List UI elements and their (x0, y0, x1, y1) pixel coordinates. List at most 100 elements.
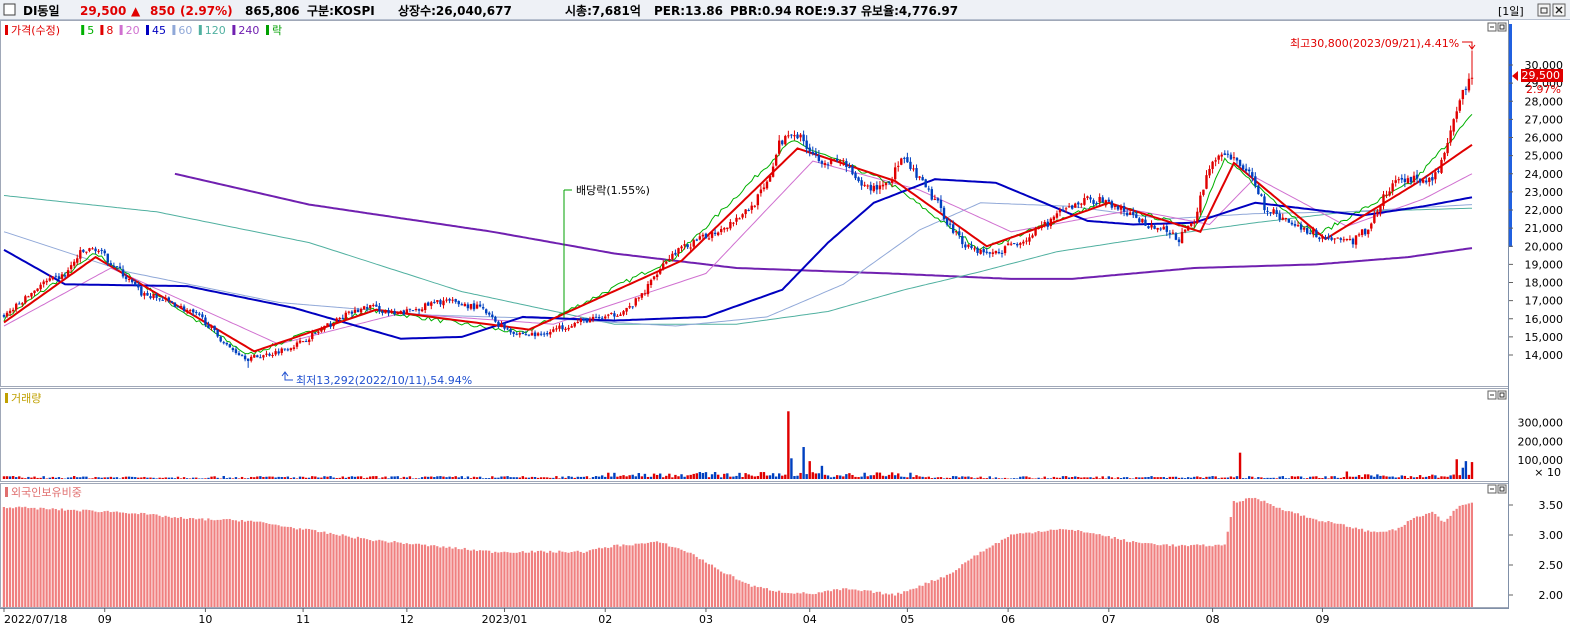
volume-bar (942, 478, 946, 479)
candle-body (445, 299, 448, 301)
foreign-bar (594, 548, 598, 607)
foreign-bar (713, 567, 717, 607)
price-tick-label: 24,000 (1525, 168, 1564, 181)
candle-body (738, 218, 741, 220)
volume-bar (875, 472, 879, 479)
foreign-bar (677, 548, 680, 607)
volume-bar (573, 477, 576, 479)
volume-bar (628, 475, 631, 479)
volume-bar (738, 472, 741, 479)
volume-bar (430, 476, 433, 479)
foreign-bar (1284, 511, 1287, 607)
period-button[interactable]: [1일] (1498, 4, 1524, 18)
volume-bar (97, 477, 100, 479)
scrollbar[interactable] (1509, 24, 1512, 247)
candle-body (1061, 209, 1065, 211)
volume-bar (1278, 476, 1281, 479)
dividend-marker: 배당락(1.55%) (563, 184, 650, 318)
x-tick-label: 09 (98, 613, 112, 626)
candle-body (884, 182, 888, 186)
volume-bar (356, 476, 360, 479)
candle-body (454, 299, 457, 302)
foreign-bar (143, 513, 146, 607)
volume-bar (521, 476, 525, 479)
price-tick-label: 17,000 (1525, 295, 1564, 308)
foreign-bar (1107, 535, 1110, 607)
restore-icon[interactable] (1497, 390, 1507, 400)
foreign-bar (130, 513, 134, 607)
candle-body (619, 314, 622, 316)
volume-bar (1269, 477, 1272, 479)
volume-bar (878, 472, 882, 479)
foreign-bar (240, 519, 244, 607)
candle-body (668, 259, 671, 261)
volume-bar (790, 458, 793, 479)
foreign-bar (1162, 544, 1165, 607)
foreign-bar (1156, 545, 1159, 607)
volume-bar (1333, 476, 1336, 479)
restore-icon[interactable] (1537, 3, 1551, 17)
volume-bar (1202, 477, 1205, 479)
foreign-bar (1382, 531, 1385, 607)
price-tick-label: 18,000 (1525, 277, 1564, 290)
candle-body (878, 185, 882, 190)
foreign-bar (997, 543, 1000, 607)
volume-bar (463, 478, 467, 479)
candle-body (1394, 180, 1397, 183)
volume-bar (805, 474, 808, 479)
volume-bar (146, 477, 149, 479)
volume-bar (1174, 476, 1178, 479)
candle-body (359, 308, 363, 313)
volume-bar (701, 473, 705, 479)
candle-body (1092, 200, 1095, 204)
x-tick-label: 04 (803, 613, 817, 626)
volume-bar (967, 476, 970, 479)
foreign-legend-label: 외국인보유비중 (11, 486, 82, 499)
restore-icon[interactable] (1497, 484, 1507, 494)
foreign-bar (1406, 521, 1409, 607)
foreign-bar (1043, 531, 1046, 607)
volume-bar (631, 474, 634, 479)
dividend-label: 배당락(1.55%) (576, 184, 650, 197)
volume-bar (720, 477, 723, 479)
candle-body (2, 315, 6, 317)
foreign-bar (561, 551, 564, 607)
candle-body (109, 263, 113, 265)
foreign-bar (356, 536, 360, 607)
candle-body (1440, 159, 1443, 173)
candle-body (646, 284, 650, 295)
foreign-bar (1394, 530, 1397, 607)
foreign-bar (835, 589, 839, 607)
candle-body (198, 313, 201, 315)
roe-value: ROE:9.37 (795, 4, 857, 18)
candle-body (1425, 180, 1428, 183)
foreign-bar (1391, 529, 1394, 607)
candle-body (1379, 205, 1382, 213)
restore-icon[interactable] (1497, 22, 1507, 32)
foreign-bar (124, 513, 128, 607)
candle-body (1162, 226, 1165, 230)
candle-body (930, 189, 934, 200)
candle-body (948, 223, 952, 225)
foreign-bar (1083, 532, 1086, 607)
candle-body (665, 261, 668, 264)
candle-body (381, 311, 384, 313)
volume-bar (918, 476, 921, 479)
candle-body (63, 275, 67, 277)
volume-bar (381, 477, 384, 479)
foreign-bar (155, 514, 158, 607)
foreign-bar (423, 544, 427, 607)
foreign-bar (686, 552, 689, 607)
checkbox-icon[interactable] (3, 3, 16, 16)
foreign-bar (231, 520, 234, 607)
foreign-bar (94, 511, 97, 607)
foreign-bar (246, 520, 250, 607)
foreign-bar (192, 518, 195, 607)
volume-bar (625, 476, 628, 479)
volume-bar (735, 475, 738, 479)
foreign-bar (897, 592, 900, 607)
volume-bar (33, 476, 36, 479)
candle-body (906, 157, 909, 163)
candle-body (1080, 203, 1083, 205)
candle-body (701, 234, 705, 237)
